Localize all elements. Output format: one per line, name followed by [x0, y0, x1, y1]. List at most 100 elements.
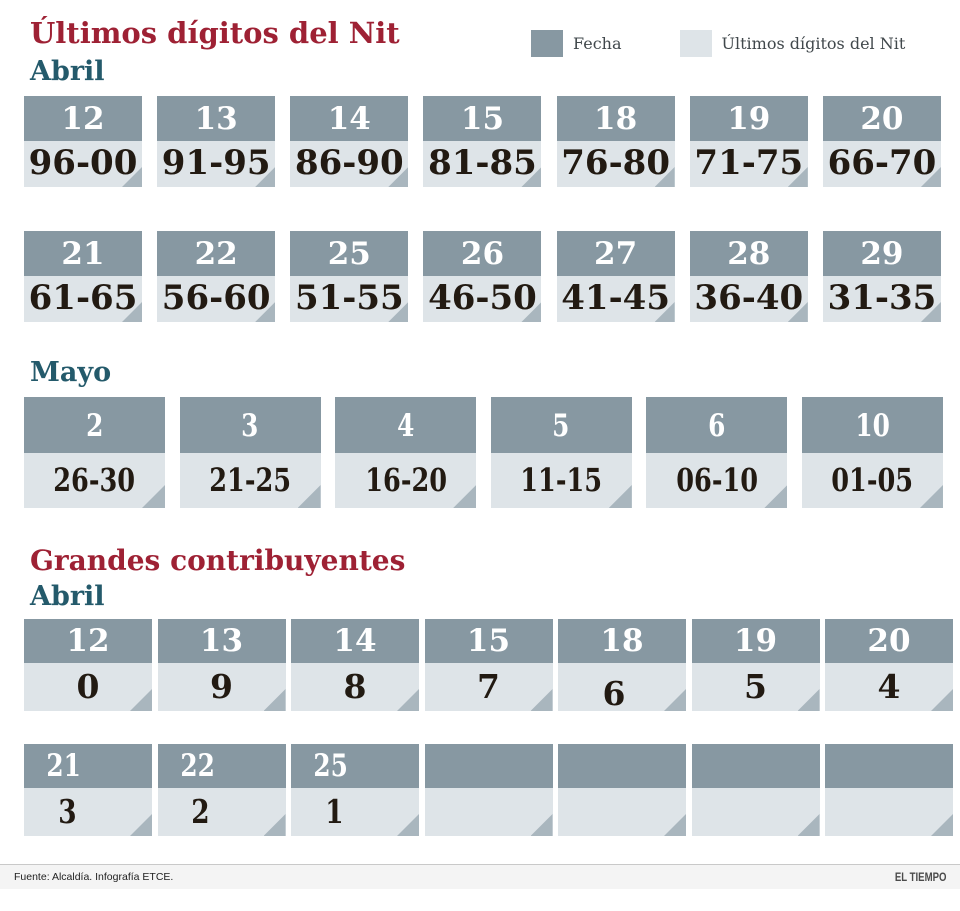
card-date: 18	[558, 619, 686, 663]
card-digits: 56-60	[157, 276, 276, 322]
card-date-value: 19	[733, 623, 778, 659]
calendar-card: 18 76-80	[556, 96, 675, 187]
calendar-card	[558, 744, 686, 836]
legend: Fecha Últimos dígitos del Nit	[531, 30, 905, 57]
card-digits: 16-20	[335, 453, 477, 508]
card-digits	[691, 788, 820, 836]
card-digits-value: 21-25	[209, 461, 292, 499]
card-digits: 9	[157, 663, 286, 711]
card-date: 12	[24, 96, 142, 141]
card-row: 21 61-65 22 56-60 25 51-55 26 46-50 27 41-45 28 36-…	[24, 231, 941, 322]
month-label-abril-grandes: Abril	[30, 581, 105, 612]
card-row: 12 0 13 9 14 8 15 7 18 6 19 5 20 4	[24, 619, 953, 713]
card-digits-value: 2	[191, 792, 210, 831]
card-date: 6	[646, 397, 788, 453]
calendar-card: 13 9	[157, 619, 286, 711]
calendar-card: 6 06-10	[646, 397, 788, 508]
card-date: 10	[801, 397, 943, 453]
card-date: 26	[423, 231, 542, 276]
card-date: 27	[556, 231, 675, 276]
calendar-card: 25 1	[291, 744, 419, 836]
card-digits: 11-15	[490, 453, 632, 508]
calendar-card: 2 26-30	[24, 397, 165, 508]
card-digits-value: 9	[210, 667, 233, 706]
card-date-value: 14	[333, 623, 377, 659]
card-date: 21	[24, 744, 152, 788]
card-digits-value: 31-35	[827, 278, 937, 318]
card-date-value: 13	[199, 623, 244, 659]
section-nit-mayo: Mayo 2 26-30 3 21-25 4 16-20 5 11-15 6 06-10 10 01-…	[0, 357, 960, 508]
card-digits-value: 71-75	[694, 143, 804, 183]
calendar-card: 29 31-35	[822, 231, 941, 322]
card-date	[825, 744, 953, 788]
card-date-value: 4	[397, 408, 415, 444]
card-digits-value: 11-15	[520, 461, 603, 499]
card-date: 22	[157, 231, 276, 276]
card-row: 21 3 22 2 25 1	[24, 744, 953, 836]
section-nit-abril: Abril 12 96-00 13 91-95 14 86-90 15 81-85 18 76-8…	[0, 56, 960, 322]
card-date-value: 3	[241, 408, 259, 444]
card-date-value: 25	[313, 748, 349, 784]
calendar-card: 15 81-85	[423, 96, 542, 187]
card-digits: 71-75	[689, 141, 808, 187]
card-digits: 8	[291, 663, 419, 711]
legend-label-nit: Últimos dígitos del Nit	[721, 34, 906, 53]
card-digits: 66-70	[822, 141, 941, 187]
card-digits-value: 0	[76, 667, 100, 706]
card-digits: 1	[291, 788, 419, 836]
card-date-value: 25	[327, 236, 371, 272]
calendar-card: 19 71-75	[689, 96, 808, 187]
card-digits-value: 16-20	[364, 461, 447, 499]
card-row: 2 26-30 3 21-25 4 16-20 5 11-15 6 06-10 10 01-05	[24, 397, 943, 508]
card-digits: 26-30	[24, 453, 165, 508]
card-date: 13	[157, 619, 286, 663]
card-digits-value: 41-45	[561, 278, 670, 318]
card-date: 20	[825, 619, 953, 663]
card-digits-value: 56-60	[161, 278, 271, 318]
calendar-card: 3 21-25	[179, 397, 321, 508]
card-digits-value: 01-05	[831, 461, 914, 499]
nit-swatch-icon	[679, 30, 712, 57]
card-date: 15	[423, 96, 542, 141]
card-date: 25	[290, 231, 409, 276]
card-digits-value: 6	[602, 674, 626, 713]
card-date: 18	[556, 96, 675, 141]
calendar-card: 26 46-50	[423, 231, 542, 322]
card-digits-value: 36-40	[694, 278, 804, 318]
card-digits: 51-55	[290, 276, 409, 322]
card-digits: 31-35	[822, 276, 941, 322]
card-digits: 86-90	[290, 141, 409, 187]
calendar-card: 19 5	[691, 619, 820, 711]
brand-logo: EL TIEMPO	[894, 870, 946, 884]
card-digits	[424, 788, 553, 836]
card-date: 5	[490, 397, 632, 453]
card-digits: 36-40	[689, 276, 808, 322]
calendar-card: 21 3	[24, 744, 152, 836]
card-date-value: 21	[61, 236, 105, 272]
card-date-value: 29	[860, 236, 904, 272]
calendar-card: 10 01-05	[801, 397, 943, 508]
calendar-card: 28 36-40	[689, 231, 808, 322]
card-date: 21	[24, 231, 142, 276]
calendar-card: 22 2	[157, 744, 286, 836]
card-digits-value: 66-70	[827, 143, 937, 183]
card-date-value: 12	[61, 101, 105, 137]
calendar-card: 22 56-60	[157, 231, 276, 322]
card-digits: 01-05	[801, 453, 943, 508]
card-date-value: 15	[466, 623, 511, 659]
card-date: 14	[290, 96, 409, 141]
card-date-value: 22	[180, 748, 215, 784]
section-heading: Grandes contribuyentes	[30, 544, 406, 577]
card-date-value: 15	[460, 101, 505, 137]
calendar-card: 13 91-95	[157, 96, 276, 187]
card-date-value: 12	[66, 623, 110, 659]
card-date-value: 10	[855, 408, 890, 444]
calendar-card: 12 0	[24, 619, 152, 711]
card-digits-value: 06-10	[675, 461, 758, 499]
card-digits: 5	[691, 663, 820, 711]
card-digits: 96-00	[24, 141, 142, 187]
card-date: 20	[822, 96, 941, 141]
calendar-card: 5 11-15	[490, 397, 632, 508]
card-digits-value: 81-85	[428, 143, 537, 183]
card-date: 3	[179, 397, 321, 453]
